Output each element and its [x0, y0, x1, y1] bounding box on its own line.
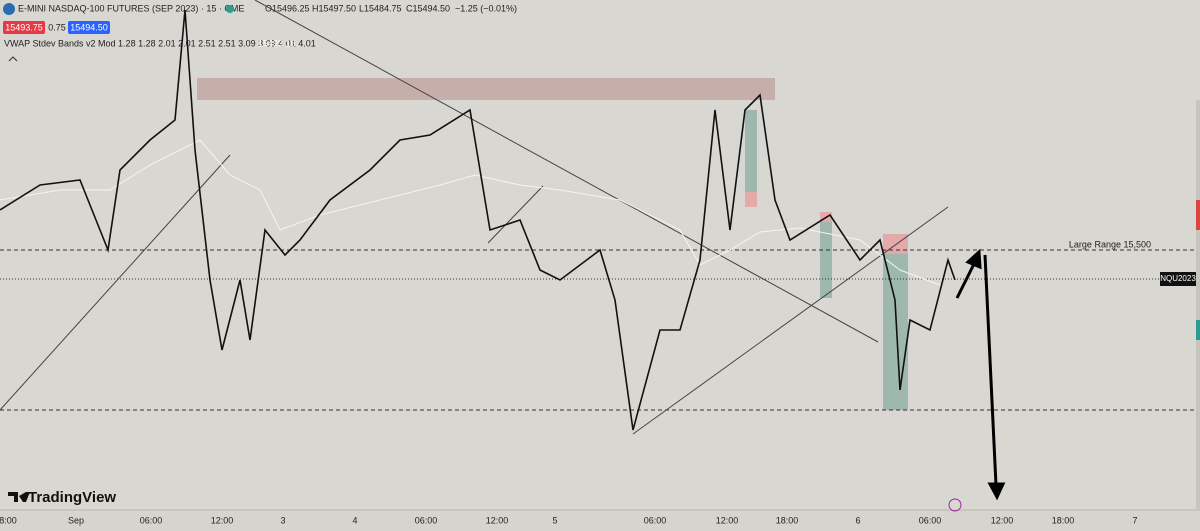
symbol-tag: NQU2023 — [1160, 274, 1196, 283]
time-tick-label: 18:00 — [776, 515, 799, 525]
time-tick-label: 6 — [855, 515, 860, 525]
ohlc-close: C15494.50 — [406, 3, 450, 13]
time-tick-label: 4 — [352, 515, 357, 525]
spread: 0.75 — [48, 22, 66, 32]
long-position — [745, 110, 757, 192]
level-label: Large Range 15,500 — [1069, 239, 1151, 249]
sell-button[interactable] — [3, 21, 45, 34]
indicator-value: 15493.16 — [258, 38, 296, 48]
time-tick-label: 7 — [1132, 515, 1137, 525]
ohlc-change: −1.25 (−0.01%) — [455, 3, 517, 13]
time-tick-label: 12:00 — [991, 515, 1014, 525]
sell-price: 15493.75 — [5, 22, 43, 32]
time-tick-label: 06:00 — [415, 515, 438, 525]
axis-marker — [1196, 320, 1200, 340]
vwap-line — [0, 139, 941, 286]
trend-line — [632, 206, 949, 435]
stop-zone — [745, 192, 757, 207]
collapse-button[interactable] — [8, 56, 18, 62]
symbol-title[interactable]: E-MINI NASDAQ-100 FUTURES (SEP 2023) · 1… — [18, 3, 244, 13]
ohlc-low: L15484.75 — [359, 3, 402, 13]
time-tick-label: 06:00 — [644, 515, 667, 525]
arrow — [983, 254, 998, 486]
price-axis-strip — [1196, 100, 1200, 510]
indicator-label: VWAP Stdev Bands v2 Mod 1.28 1.28 2.01 2… — [4, 38, 316, 48]
price-trace — [0, 9, 956, 431]
time-tick-label: Sep — [68, 515, 84, 525]
time-tick-label: 12:00 — [211, 515, 234, 525]
trend-line — [487, 185, 544, 244]
arrow-head — [965, 248, 982, 270]
trend-line — [0, 154, 231, 411]
time-tick-label: 18:00 — [1052, 515, 1075, 525]
event-icon[interactable] — [948, 498, 962, 512]
time-tick-label: 12:00 — [716, 515, 739, 525]
time-tick-label: 12:00 — [486, 515, 509, 525]
logo[interactable]: TradingView — [28, 489, 116, 506]
long-position — [883, 254, 908, 410]
status-dot — [226, 5, 234, 13]
time-tick-label: 3 — [280, 515, 285, 525]
arrows — [955, 248, 1006, 501]
ohlc-high: H15497.50 — [312, 3, 356, 13]
trend-lines — [0, 0, 949, 435]
time-tick-label: 8:00 — [0, 515, 17, 525]
time-tick-label: 06:00 — [140, 515, 163, 525]
trend-line — [254, 0, 879, 343]
symbol-icon — [3, 3, 15, 15]
buy-button[interactable] — [68, 21, 110, 34]
ohlc-open: O15496.25 — [265, 3, 310, 13]
time-tick-label: 06:00 — [919, 515, 942, 525]
symbol-tag-box — [1160, 272, 1196, 286]
arrow — [955, 261, 977, 299]
arrow-head — [987, 482, 1006, 501]
logo-icon — [8, 492, 30, 502]
buy-price: 15494.50 — [70, 22, 108, 32]
supply-zone — [197, 78, 775, 100]
axis-marker — [1196, 200, 1200, 230]
time-axis-band — [0, 510, 1200, 531]
time-tick-label: 5 — [552, 515, 557, 525]
